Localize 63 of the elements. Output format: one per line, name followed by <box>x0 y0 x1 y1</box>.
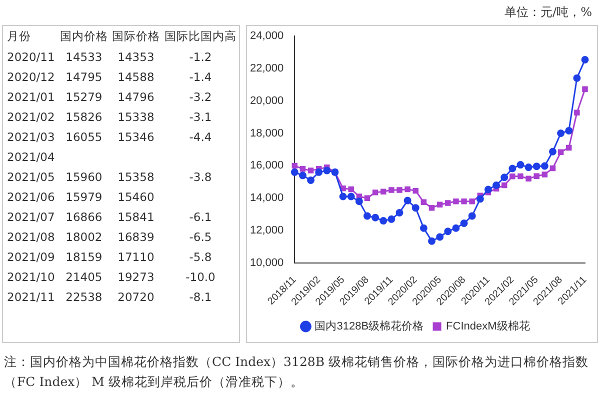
text: 国内价格 <box>58 28 109 45</box>
category-label: 2020/11 <box>6 49 56 66</box>
text: 月份 <box>6 28 32 45</box>
data-label: -4.4 <box>188 129 213 146</box>
category-label: 2021/09 <box>6 249 56 266</box>
y-tick-label: 16,000 <box>250 160 284 172</box>
data-label: 14588 <box>116 69 156 86</box>
data-label: 19273 <box>116 269 156 286</box>
category-label: 2021/01 <box>6 89 56 106</box>
data-label: -10.0 <box>184 269 216 286</box>
data-label: -3.8 <box>188 169 213 186</box>
data-label: 15826 <box>64 109 104 126</box>
y-tick-label: 24,000 <box>250 30 284 42</box>
y-tick-label: 12,000 <box>250 224 284 237</box>
data-label: 15979 <box>64 189 104 206</box>
category-label: 2021/05 <box>6 169 56 186</box>
y-tick-label: 22,000 <box>250 62 284 74</box>
data-label: 20720 <box>116 289 156 306</box>
category-label: 2021/03 <box>6 129 56 146</box>
data-label: 15841 <box>116 209 156 226</box>
legend-label: 国内3128B级棉花价格 <box>314 320 424 333</box>
y-tick-label: 14,000 <box>250 192 284 204</box>
data-label: 16055 <box>64 129 104 146</box>
category-label: 2021/04 <box>6 149 56 166</box>
data-label: -3.2 <box>188 89 213 106</box>
text: 国际比国内高 <box>163 28 238 45</box>
text: 单位：元/吨，% <box>504 4 592 21</box>
legend-label: FCIndexM级棉花 <box>446 320 530 333</box>
data-label: 14796 <box>116 89 156 106</box>
y-tick-label: 18,000 <box>250 127 284 140</box>
data-label: 15460 <box>116 189 156 206</box>
category-label: 2021/07 <box>6 209 56 226</box>
data-label: 15346 <box>116 129 156 146</box>
data-label: -1.2 <box>188 49 213 66</box>
text: 国际价格 <box>110 28 161 45</box>
y-tick-label: 10,000 <box>250 256 284 269</box>
category-label: 2021/08 <box>6 229 56 246</box>
data-label: 16866 <box>64 209 104 226</box>
data-label: 16839 <box>116 229 156 246</box>
category-label: 2020/12 <box>6 69 56 86</box>
data-label: 18002 <box>64 229 104 246</box>
data-label: 21405 <box>64 269 104 286</box>
category-label: 2021/02 <box>6 109 56 126</box>
data-label: 15960 <box>64 169 104 186</box>
data-label: -3.1 <box>188 109 213 126</box>
y-tick-label: 20,000 <box>250 94 284 107</box>
data-label: 14795 <box>64 69 104 86</box>
data-label: -1.4 <box>188 69 213 86</box>
data-label: 15279 <box>64 89 104 106</box>
data-label: -6.1 <box>188 209 213 226</box>
text: 注：国内价格为中国棉花价格指数（CC Index）3128B 级棉花销售价格，国际价格为进口棉价格指数（FC Index） M 级棉花到岸税后价（滑准税下）。 <box>4 353 590 391</box>
category-label: 2021/10 <box>6 269 56 286</box>
data-label: -6.5 <box>188 229 213 246</box>
data-label: 14533 <box>64 49 104 66</box>
data-label: 15338 <box>116 109 156 126</box>
data-label: 22538 <box>64 289 104 306</box>
data-label: -5.8 <box>188 249 213 266</box>
data-label: 17110 <box>116 249 156 266</box>
data-label: 15358 <box>116 169 156 186</box>
category-label: 2021/06 <box>6 189 56 206</box>
data-label: 14353 <box>116 49 156 66</box>
data-label: -8.1 <box>188 289 213 306</box>
data-label: 18159 <box>64 249 104 266</box>
